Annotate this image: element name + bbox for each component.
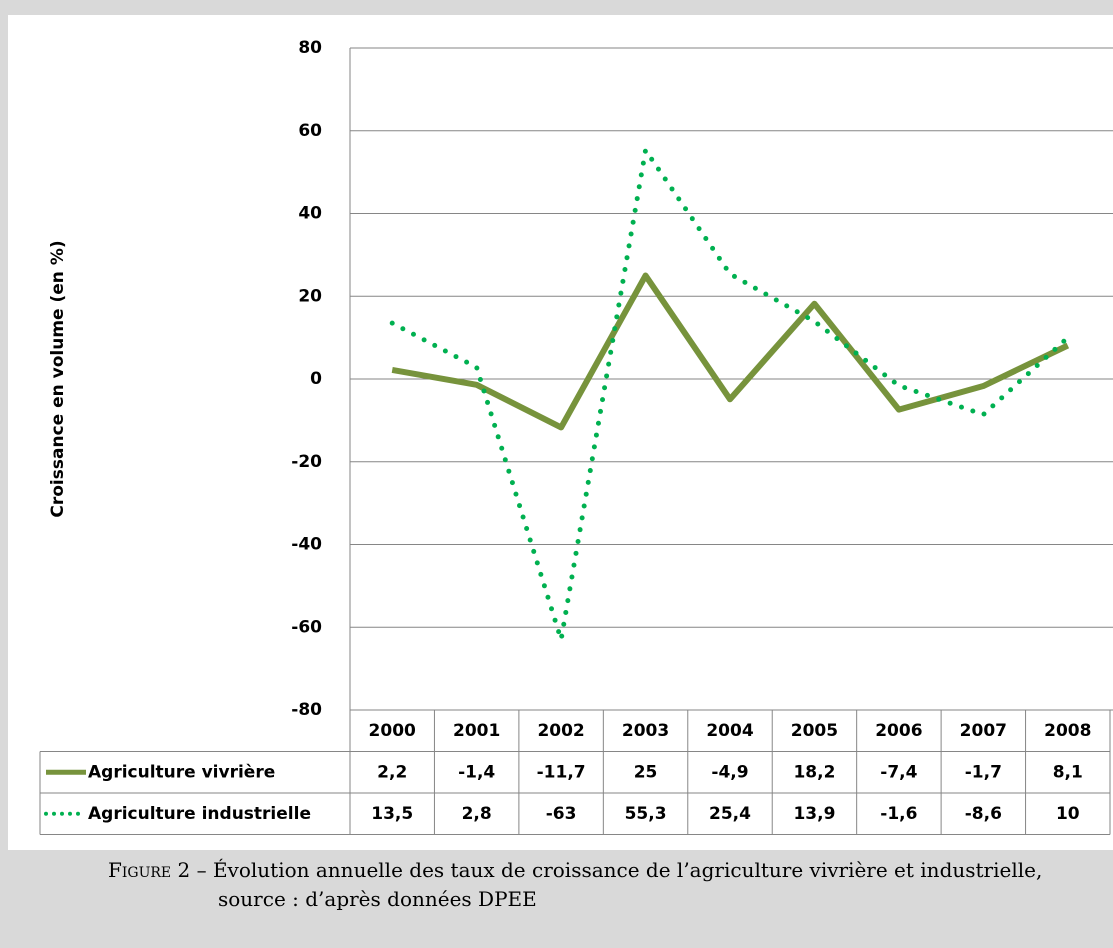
value-label: -63 — [546, 804, 577, 824]
series-line — [391, 272, 1070, 431]
y-tick-label: -20 — [291, 452, 322, 472]
x-tick-label: 2006 — [875, 721, 922, 741]
y-axis-label: Croissance en volume (en %) — [48, 240, 68, 517]
value-label: 25,4 — [709, 804, 751, 824]
value-label: 55,3 — [625, 804, 667, 824]
y-tick-label: 60 — [298, 121, 322, 141]
series-line — [389, 143, 1071, 641]
x-tick-label: 2002 — [537, 721, 584, 741]
value-label: 18,2 — [793, 762, 835, 782]
value-label: -8,6 — [965, 804, 1002, 824]
value-label: -1,7 — [965, 762, 1002, 782]
value-label: 13,5 — [371, 804, 413, 824]
y-tick-label: 40 — [298, 204, 322, 224]
x-tick-label: 2003 — [622, 721, 669, 741]
legend-label: Agriculture industrielle — [88, 804, 311, 824]
value-label: -1,6 — [880, 804, 917, 824]
caption-label: Figure 2 — [108, 858, 191, 882]
value-label: -11,7 — [537, 762, 586, 782]
value-label: 13,9 — [793, 804, 835, 824]
y-tick-label: 80 — [298, 38, 322, 58]
value-label: -4,9 — [711, 762, 748, 782]
x-tick-label: 2008 — [1044, 721, 1091, 741]
value-label: 10 — [1056, 804, 1080, 824]
value-label: -1,4 — [458, 762, 495, 782]
y-tick-label: 0 — [310, 369, 322, 389]
value-label: 8,1 — [1053, 762, 1083, 782]
y-tick-label: -40 — [291, 535, 322, 555]
caption-text: – Évolution annuelle des taux de croissa… — [196, 858, 1043, 911]
x-tick-label: 2005 — [791, 721, 838, 741]
value-label: 25 — [634, 762, 658, 782]
x-tick-label: 2007 — [960, 721, 1007, 741]
chart-background — [8, 15, 1113, 850]
value-label: 2,2 — [377, 762, 407, 782]
legend-label: Agriculture vivrière — [88, 762, 275, 782]
x-tick-label: 2000 — [369, 721, 416, 741]
x-tick-label: 2001 — [453, 721, 500, 741]
value-label: 2,8 — [462, 804, 492, 824]
caption: Figure 2 – Évolution annuelle des taux d… — [108, 856, 1098, 914]
value-label: -7,4 — [880, 762, 917, 782]
y-tick-label: 20 — [298, 286, 322, 306]
x-tick-label: 2004 — [706, 721, 753, 741]
y-tick-label: -80 — [291, 700, 322, 720]
y-tick-label: -60 — [291, 617, 322, 637]
